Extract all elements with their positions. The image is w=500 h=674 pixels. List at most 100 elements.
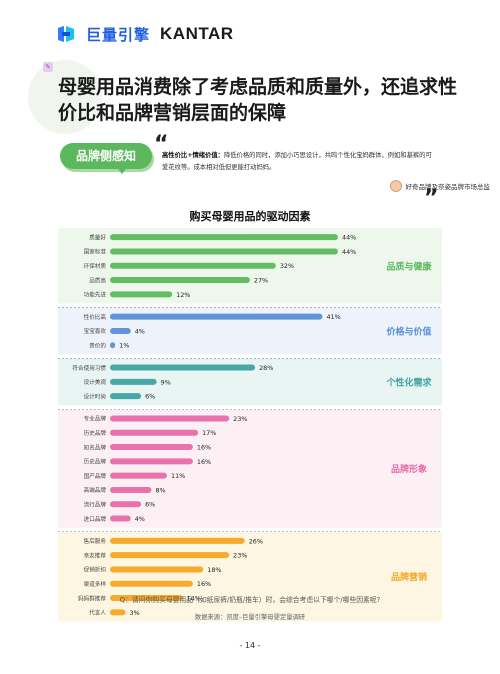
quote-source: 好奇品牌及奈姿品牌市场总监 — [389, 180, 491, 192]
bar — [110, 429, 199, 436]
value-label: 41% — [326, 313, 340, 321]
open-quote-icon: “ — [154, 132, 169, 157]
brand-kantar: KANTAR — [160, 24, 234, 43]
value-label: 44% — [342, 248, 356, 256]
group-label: 品质与健康 — [386, 260, 432, 272]
value-label: 3% — [130, 609, 140, 617]
bar — [110, 262, 276, 269]
brand-juliang: 巨量引擎 — [86, 25, 151, 44]
value-label: 16% — [197, 580, 211, 588]
bar — [110, 458, 193, 465]
bar — [110, 364, 256, 371]
bar — [110, 327, 131, 334]
group-label: 价格与价值 — [386, 325, 431, 337]
category-label: 质量好 — [89, 233, 106, 241]
bar — [110, 486, 152, 493]
bar — [110, 515, 131, 522]
category-label: 设计时尚 — [84, 392, 106, 400]
category-label: 高端品牌 — [84, 486, 107, 494]
page-headline: 母婴用品消费除了考虑品质和质量外，还追求性价比和品牌营销层面的保障 — [58, 76, 458, 124]
value-label: 32% — [280, 262, 294, 270]
value-label: 17% — [202, 429, 216, 437]
value-label: 28% — [259, 364, 273, 372]
value-label: 6% — [145, 501, 155, 509]
bar — [110, 580, 193, 587]
close-quote-icon: ” — [424, 186, 439, 211]
value-label: 14% — [187, 594, 201, 602]
category-label: 品质高 — [89, 276, 106, 284]
juliang-logo-icon — [56, 24, 76, 44]
bar — [110, 277, 250, 284]
category-label: 代言人 — [89, 609, 106, 617]
avatar — [389, 180, 402, 192]
value-label: 44% — [342, 234, 356, 242]
bar — [110, 415, 230, 422]
bar — [110, 595, 183, 602]
category-label: 知名品牌 — [84, 443, 107, 451]
bar — [110, 444, 193, 451]
category-label: 设计美观 — [84, 378, 107, 386]
bar — [110, 537, 245, 544]
bar — [110, 566, 204, 573]
category-label: 功能先进 — [84, 291, 107, 299]
bar — [110, 609, 126, 616]
bar — [110, 291, 173, 298]
category-label: 国家标准 — [84, 248, 107, 256]
group-label: 品牌形象 — [391, 463, 427, 475]
page-number: - 14 - — [239, 641, 261, 650]
group-label: 个性化需求 — [385, 376, 432, 388]
bar — [110, 378, 157, 385]
bar — [110, 248, 338, 255]
category-label: 历史品牌 — [84, 429, 107, 437]
bar — [110, 342, 116, 349]
header: 巨量引擎 KANTAR — [56, 22, 234, 46]
decorative-tag-icon: ✎ — [43, 62, 53, 72]
decorative-circle — [28, 60, 102, 134]
bar — [110, 552, 230, 559]
category-label: 渠道多样 — [84, 580, 107, 588]
category-label: 专业品牌 — [84, 415, 107, 423]
value-label: 23% — [233, 415, 247, 423]
value-label: 8% — [155, 486, 165, 494]
value-label: 16% — [197, 458, 211, 466]
category-label: 流行品牌 — [84, 500, 107, 508]
category-label: 历史品牌 — [84, 458, 107, 466]
value-label: 9% — [161, 378, 171, 386]
group-label: 品牌营销 — [391, 571, 427, 583]
category-label: 国产品牌 — [84, 472, 107, 480]
bar — [110, 472, 167, 479]
quote-box: “ 高性价比+情绪价值：降低价格的同时，添加小巧思设计，共鸣个性化宝妈群体，例如… — [154, 134, 444, 196]
value-label: 11% — [171, 472, 185, 480]
quote-text: 高性价比+情绪价值：降低价格的同时，添加小巧思设计，共鸣个性化宝妈群体，例如和基… — [162, 150, 438, 174]
category-label: 进口品牌 — [84, 515, 107, 523]
category-label: 贵价的 — [89, 341, 106, 349]
pill-tail — [116, 166, 128, 174]
bar — [110, 234, 338, 241]
bar — [110, 501, 142, 508]
group-background — [58, 531, 442, 622]
value-label: 4% — [135, 515, 145, 523]
data-source: 数据来源：凯度–巨量引擎母婴定量调研 — [194, 614, 306, 621]
category-label: 促销折扣 — [84, 566, 107, 574]
value-label: 26% — [249, 537, 263, 545]
category-label: 宝宝喜欢 — [84, 327, 107, 335]
chart-title: 购买母婴用品的驱动因素 — [189, 210, 311, 223]
brand-perception-pill: 品牌侧感知 — [60, 143, 152, 169]
category-label: 售后服务 — [84, 537, 107, 545]
bar — [110, 393, 142, 400]
group-background — [58, 409, 442, 528]
value-label: 16% — [197, 443, 211, 451]
quote-bold: 高性价比+情绪价值： — [162, 152, 224, 159]
value-label: 27% — [254, 276, 268, 284]
value-label: 6% — [145, 393, 155, 401]
value-label: 4% — [135, 327, 145, 335]
quote-source-text: 好奇品牌及奈姿品牌市场总监 — [405, 183, 491, 191]
survey-question: Q：请问你购买母婴用品（如纸尿裤/奶瓶/推车）时，会综合考虑以下哪个/哪些因素呢… — [119, 596, 381, 604]
category-label: 符合使用习惯 — [72, 364, 106, 372]
bar — [110, 313, 323, 320]
category-label: 妈妈群推荐 — [78, 594, 106, 602]
category-label: 性价比高 — [84, 313, 107, 321]
value-label: 1% — [119, 342, 129, 350]
quote-body: 降低价格的同时，添加小巧思设计，共鸣个性化宝妈群体，例如和基裤的可爱花纹等。成本… — [162, 152, 432, 171]
